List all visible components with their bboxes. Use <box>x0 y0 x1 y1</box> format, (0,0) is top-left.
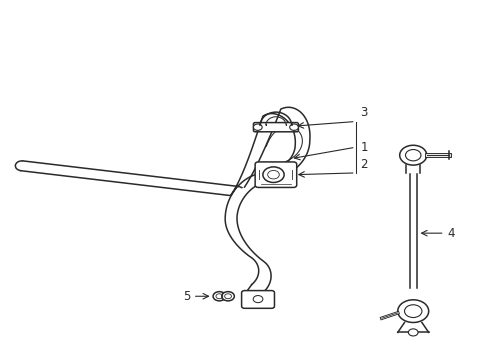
Circle shape <box>253 296 263 303</box>
Circle shape <box>263 167 284 183</box>
Circle shape <box>213 292 225 301</box>
Polygon shape <box>224 107 309 292</box>
FancyBboxPatch shape <box>241 291 274 308</box>
Circle shape <box>289 124 298 130</box>
Text: 1: 1 <box>360 141 367 154</box>
FancyBboxPatch shape <box>253 123 298 132</box>
Text: 4: 4 <box>446 227 454 240</box>
Circle shape <box>399 145 426 165</box>
Circle shape <box>404 305 421 318</box>
Text: 5: 5 <box>183 290 190 303</box>
Circle shape <box>397 300 428 323</box>
Circle shape <box>253 124 262 130</box>
Text: 2: 2 <box>360 158 367 171</box>
Circle shape <box>222 292 234 301</box>
FancyBboxPatch shape <box>255 162 296 188</box>
Circle shape <box>405 149 420 161</box>
Circle shape <box>407 329 417 336</box>
Text: 3: 3 <box>360 107 367 120</box>
